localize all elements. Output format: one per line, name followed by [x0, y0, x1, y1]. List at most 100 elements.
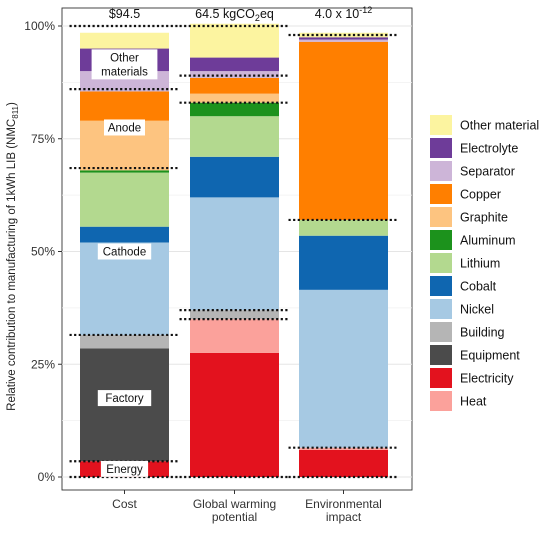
bar-segment-copper: [299, 41, 388, 220]
bar-segment-aluminum: [80, 170, 169, 173]
annotation-box: [100, 460, 149, 477]
legend-item-copper: Copper: [430, 184, 501, 204]
bar-segment-copper: [80, 91, 169, 121]
bar-top-label: 64.5 kgCO2eq: [195, 7, 274, 23]
legend-swatch: [430, 115, 452, 135]
y-tick-label: 100%: [24, 19, 55, 33]
legend-label: Electrolyte: [460, 142, 518, 156]
bar-segment-building: [80, 334, 169, 349]
legend-label: Nickel: [460, 303, 494, 317]
legend-swatch: [430, 184, 452, 204]
annotation-text: Cathode: [103, 247, 146, 259]
legend-swatch: [430, 368, 452, 388]
legend-label: Separator: [460, 165, 515, 179]
y-axis-title: Relative contribution to manufacturing o…: [6, 102, 20, 411]
bar-group-global-warming-potential: [190, 23, 279, 477]
legend-item-nickel: Nickel: [430, 299, 494, 319]
annotation-text: Other: [110, 52, 139, 64]
bar-segment-electrolyte: [190, 57, 279, 72]
bar-segment-copper: [190, 77, 279, 94]
y-tick-label: 75%: [31, 132, 55, 146]
x-tick-label: Global warming: [193, 497, 276, 511]
x-tick-label: potential: [212, 510, 257, 524]
bar-segment-cobalt: [80, 226, 169, 243]
bar-segment-cobalt: [299, 235, 388, 290]
annotation-anode: Anode: [104, 119, 145, 136]
annotation-other-materials: Other materials: [91, 49, 158, 80]
bar-segment-aluminum: [190, 102, 279, 117]
legend-swatch: [430, 207, 452, 227]
bar-top-label: $94.5: [109, 7, 140, 21]
legend-item-other-material: Other material: [430, 115, 539, 135]
bar-segment-electricity: [299, 449, 388, 477]
legend-swatch: [430, 345, 452, 365]
annotation-box: [97, 243, 152, 260]
legend-item-electricity: Electricity: [430, 368, 514, 388]
annotation-factory: Factory: [97, 390, 152, 407]
legend: Other material Electrolyte Separator Copper…: [430, 115, 539, 411]
annotation-text: Factory: [105, 393, 144, 405]
legend-swatch: [430, 161, 452, 181]
legend-item-cobalt: Cobalt: [430, 276, 497, 296]
bar-segment-building: [190, 310, 279, 320]
legend-label: Building: [460, 326, 505, 340]
legend-item-equipment: Equipment: [430, 345, 520, 365]
bar-segment-separator: [190, 71, 279, 78]
bar-segment-graphite: [190, 93, 279, 103]
y-tick-label: 50%: [31, 245, 55, 259]
legend-label: Other material: [460, 119, 539, 133]
legend-swatch: [430, 253, 452, 273]
legend-item-separator: Separator: [430, 161, 515, 181]
x-tick-label: Environmental: [305, 497, 382, 511]
legend-label: Aluminum: [460, 234, 516, 248]
bar-group-environmental-impact: [299, 32, 388, 477]
legend-item-heat: Heat: [430, 391, 487, 411]
bar-segment-cobalt: [190, 156, 279, 198]
legend-item-building: Building: [430, 322, 505, 342]
x-tick-label: impact: [326, 510, 362, 524]
bar-segment-other-material: [190, 23, 279, 58]
legend-item-lithium: Lithium: [430, 253, 500, 273]
legend-label: Cobalt: [460, 280, 497, 294]
legend-swatch: [430, 138, 452, 158]
legend-swatch: [430, 299, 452, 319]
y-tick-label: 25%: [31, 357, 55, 371]
bar-segment-electrolyte: [299, 37, 388, 40]
bar-segment-other-material: [299, 32, 388, 38]
bar-segment-electricity: [190, 352, 279, 477]
annotation-box: [91, 49, 158, 80]
bar-segment-heat: [299, 447, 388, 450]
y-axis: 0% 25% 50% 75% 100%: [24, 19, 62, 484]
legend-label: Heat: [460, 395, 487, 409]
annotation-box: [97, 390, 152, 407]
legend-label: Copper: [460, 188, 501, 202]
bar-segment-nickel: [299, 289, 388, 448]
legend-label: Electricity: [460, 372, 514, 386]
legend-item-electrolyte: Electrolyte: [430, 138, 518, 158]
legend-item-graphite: Graphite: [430, 207, 508, 227]
bar-top-label: 4.0 x 10-12: [315, 5, 373, 21]
y-tick-label: 0%: [38, 470, 56, 484]
legend-swatch: [430, 230, 452, 250]
annotation-energy: Energy: [100, 460, 149, 477]
x-tick-label: Cost: [112, 497, 137, 511]
legend-swatch: [430, 276, 452, 296]
annotation-text: materials: [101, 66, 148, 78]
legend-swatch: [430, 391, 452, 411]
bar-segment-separator: [299, 39, 388, 42]
legend-label: Graphite: [460, 211, 508, 225]
bar-segment-heat: [190, 319, 279, 353]
legend-label: Equipment: [460, 349, 520, 363]
legend-swatch: [430, 322, 452, 342]
bar-segment-other-material: [80, 32, 169, 49]
annotation-box: [104, 119, 145, 136]
bar-segment-lithium: [80, 172, 169, 227]
bar-segment-lithium: [299, 219, 388, 236]
annotation-cathode: Cathode: [97, 243, 152, 260]
annotation-text: Energy: [106, 464, 143, 476]
legend-item-aluminum: Aluminum: [430, 230, 516, 250]
bar-segment-lithium: [190, 116, 279, 157]
legend-label: Lithium: [460, 257, 500, 271]
bar-segment-nickel: [190, 197, 279, 311]
